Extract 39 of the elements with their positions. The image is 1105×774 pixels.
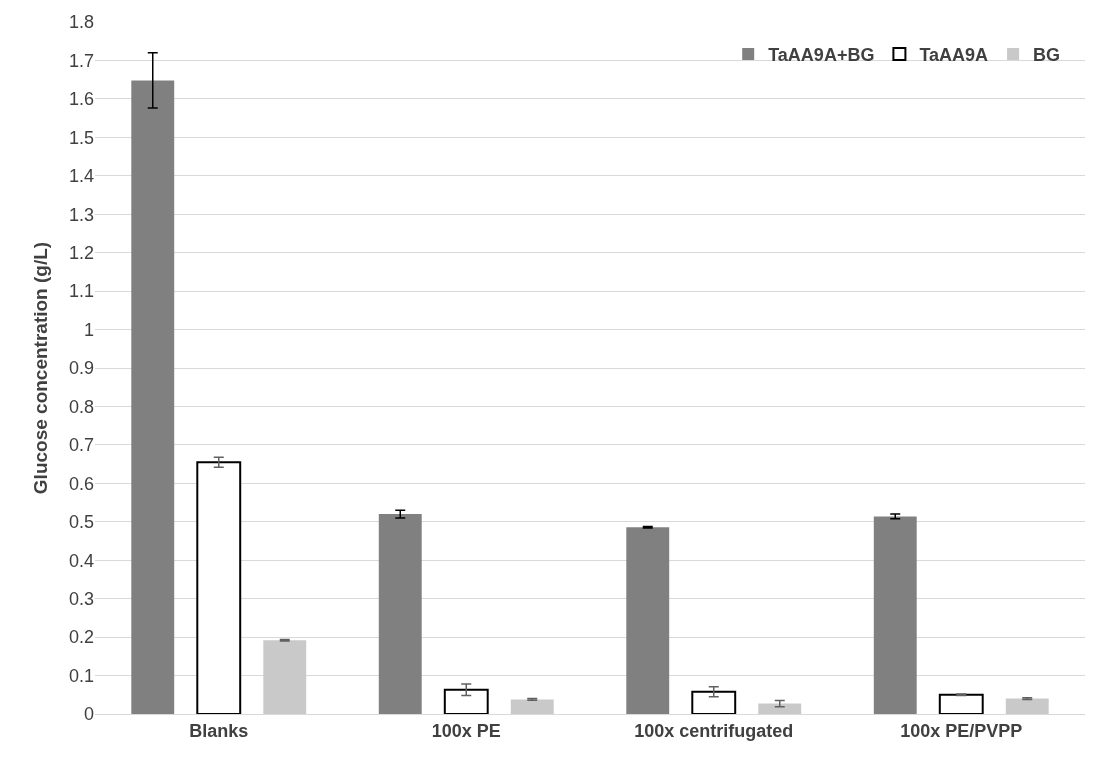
bar xyxy=(263,640,307,714)
bar xyxy=(131,80,175,714)
x-tick-label: 100x PE xyxy=(431,720,501,741)
y-tick-label: 1 xyxy=(83,319,94,340)
bar xyxy=(196,461,242,714)
y-tick-label: 0.7 xyxy=(68,435,94,456)
y-tick-label: 1.1 xyxy=(68,281,94,302)
bar xyxy=(691,690,737,714)
y-tick-label: 1.5 xyxy=(68,127,94,148)
bar xyxy=(378,514,422,714)
y-tick-label: 0.9 xyxy=(68,358,94,379)
legend-label: TaAA9A+BG xyxy=(768,45,875,66)
x-tick-label: 100x centrifugated xyxy=(634,720,794,741)
y-tick-label: 1.6 xyxy=(68,89,94,110)
bar xyxy=(873,516,917,714)
legend-label: BG xyxy=(1033,45,1061,66)
legend-label: TaAA9A xyxy=(919,45,989,66)
y-tick-label: 0.8 xyxy=(68,396,94,417)
y-tick-label: 0.1 xyxy=(68,665,94,686)
bar xyxy=(626,527,670,714)
y-tick-label: 1.4 xyxy=(68,166,94,187)
y-tick-label: 0 xyxy=(83,704,94,725)
y-tick-label: 1.7 xyxy=(68,50,94,71)
bar xyxy=(510,699,554,714)
x-tick-label: Blanks xyxy=(189,720,249,741)
x-tick-label: 100x PE/PVPP xyxy=(900,720,1023,741)
y-tick-label: 0.4 xyxy=(68,550,94,571)
bar xyxy=(1005,698,1049,714)
bar xyxy=(938,693,984,714)
y-tick-label: 0.5 xyxy=(68,512,94,533)
y-tick-label: 0.3 xyxy=(68,588,94,609)
y-tick-label: 1.2 xyxy=(68,242,94,263)
y-axis-title: Glucose concentration (g/L) xyxy=(30,241,51,495)
y-tick-label: 1.3 xyxy=(68,204,94,225)
bar xyxy=(758,703,802,714)
y-tick-label: 1.8 xyxy=(68,12,94,33)
bar xyxy=(443,688,489,714)
y-tick-label: 0.2 xyxy=(68,627,94,648)
y-tick-label: 0.6 xyxy=(68,473,94,494)
